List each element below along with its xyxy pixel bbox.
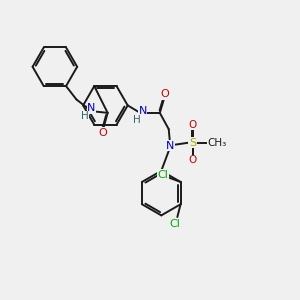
Text: O: O	[160, 89, 169, 99]
Text: N: N	[87, 103, 95, 113]
Text: CH₃: CH₃	[208, 138, 227, 148]
Text: O: O	[188, 155, 196, 165]
Text: H: H	[133, 115, 141, 125]
Text: O: O	[188, 120, 196, 130]
Text: O: O	[99, 128, 108, 138]
Text: N: N	[166, 140, 174, 151]
Text: Cl: Cl	[170, 219, 181, 229]
Text: Cl: Cl	[157, 169, 168, 179]
Text: S: S	[189, 138, 196, 148]
Text: H: H	[81, 111, 88, 122]
Text: N: N	[138, 106, 147, 116]
